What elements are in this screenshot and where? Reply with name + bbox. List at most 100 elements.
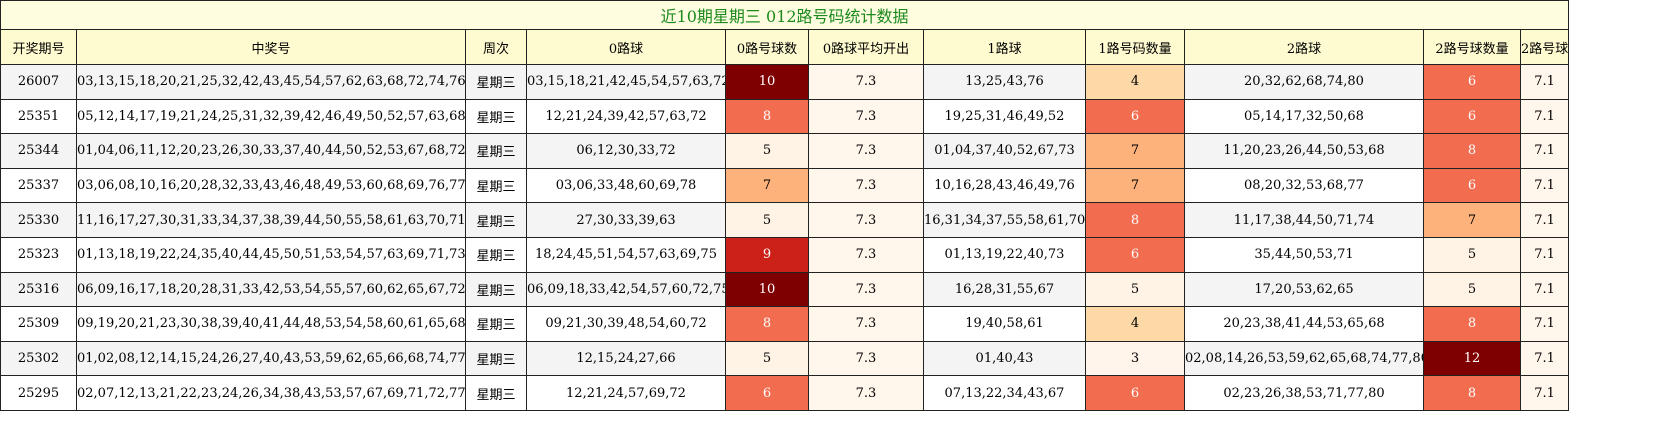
issue-cell: 25302 xyxy=(0,340,77,377)
column-header: 周次 xyxy=(465,29,527,65)
route0-avg-cell: 7.3 xyxy=(808,306,924,342)
route2-avg-cell: 7.1 xyxy=(1519,271,1570,308)
route0-count-cell: 6 xyxy=(725,375,809,411)
route0-cell: 12,21,24,57,69,72 xyxy=(526,375,726,411)
route1-cell: 19,25,31,46,49,52 xyxy=(923,98,1086,135)
route2-count-cell: 6 xyxy=(1423,64,1521,100)
numbers-cell: 03,06,08,10,16,20,28,32,33,43,46,48,49,5… xyxy=(76,167,466,204)
route2-cell: 11,17,38,44,50,71,74 xyxy=(1184,202,1424,238)
route0-count-cell: 5 xyxy=(725,340,809,377)
route1-count-cell: 4 xyxy=(1085,306,1185,342)
route1-count-cell: 8 xyxy=(1085,202,1185,238)
numbers-cell: 01,13,18,19,22,24,35,40,44,45,50,51,53,5… xyxy=(76,236,466,273)
column-header: 2路球 xyxy=(1184,29,1424,65)
route2-avg-cell: 7.1 xyxy=(1519,133,1570,169)
table-row: 26007 03,13,15,18,20,21,25,32,42,43,45,54… xyxy=(0,64,1570,100)
route1-cell: 10,16,28,43,46,49,76 xyxy=(923,167,1086,204)
route2-cell: 17,20,53,62,65 xyxy=(1184,271,1424,308)
route2-avg-cell: 7.1 xyxy=(1519,306,1570,342)
column-header: 0路球 xyxy=(526,29,726,65)
route1-count-cell: 3 xyxy=(1085,340,1185,377)
route1-count-cell: 5 xyxy=(1085,271,1185,308)
weekday-cell: 星期三 xyxy=(465,340,527,377)
numbers-cell: 06,09,16,17,18,20,28,31,33,42,53,54,55,5… xyxy=(76,271,466,308)
route1-cell: 01,40,43 xyxy=(923,340,1086,377)
table-row: 25316 06,09,16,17,18,20,28,31,33,42,53,54… xyxy=(0,271,1570,308)
route0-cell: 09,21,30,39,48,54,60,72 xyxy=(526,306,726,342)
weekday-cell: 星期三 xyxy=(465,202,527,238)
weekday-cell: 星期三 xyxy=(465,271,527,308)
route2-cell: 20,23,38,41,44,53,65,68 xyxy=(1184,306,1424,342)
route1-count-cell: 7 xyxy=(1085,167,1185,204)
issue-cell: 26007 xyxy=(0,64,77,100)
route2-avg-cell: 7.1 xyxy=(1519,340,1570,377)
route2-cell: 02,08,14,26,53,59,62,65,68,74,77,80 xyxy=(1184,340,1424,377)
column-header: 2路号球数量 xyxy=(1423,29,1521,65)
route0-avg-cell: 7.3 xyxy=(808,98,924,135)
weekday-cell: 星期三 xyxy=(465,133,527,169)
issue-cell: 25351 xyxy=(0,98,77,135)
weekday-cell: 星期三 xyxy=(465,167,527,204)
numbers-cell: 11,16,17,27,30,31,33,34,37,38,39,44,50,5… xyxy=(76,202,466,238)
route0-count-cell: 7 xyxy=(725,167,809,204)
route0-cell: 03,06,33,48,60,69,78 xyxy=(526,167,726,204)
route2-cell: 11,20,23,26,44,50,53,68 xyxy=(1184,133,1424,169)
route2-avg-cell: 7.1 xyxy=(1519,167,1570,204)
column-header: 中奖号 xyxy=(76,29,466,65)
route2-cell: 02,23,26,38,53,71,77,80 xyxy=(1184,375,1424,411)
route2-avg-cell: 7.1 xyxy=(1519,236,1570,273)
column-header: 1路球 xyxy=(923,29,1086,65)
route0-cell: 12,15,24,27,66 xyxy=(526,340,726,377)
numbers-cell: 02,07,12,13,21,22,23,24,26,34,38,43,53,5… xyxy=(76,375,466,411)
column-header: 开奖期号 xyxy=(0,29,77,65)
route2-count-cell: 8 xyxy=(1423,133,1521,169)
route0-avg-cell: 7.3 xyxy=(808,375,924,411)
route2-count-cell: 5 xyxy=(1423,236,1521,273)
table-row: 25295 02,07,12,13,21,22,23,24,26,34,38,43… xyxy=(0,375,1570,411)
route0-count-cell: 8 xyxy=(725,306,809,342)
route0-cell: 12,21,24,39,42,57,63,72 xyxy=(526,98,726,135)
route0-count-cell: 10 xyxy=(725,271,809,308)
table-row: 25351 05,12,14,17,19,21,24,25,31,32,39,42… xyxy=(0,98,1570,135)
issue-cell: 25316 xyxy=(0,271,77,308)
route2-count-cell: 7 xyxy=(1423,202,1521,238)
table-row: 25302 01,02,08,12,14,15,24,26,27,40,43,53… xyxy=(0,340,1570,377)
route0-avg-cell: 7.3 xyxy=(808,167,924,204)
route0-avg-cell: 7.3 xyxy=(808,202,924,238)
issue-cell: 25337 xyxy=(0,167,77,204)
issue-cell: 25344 xyxy=(0,133,77,169)
column-header: 1路号码数量 xyxy=(1085,29,1185,65)
route1-count-cell: 6 xyxy=(1085,236,1185,273)
route2-count-cell: 6 xyxy=(1423,98,1521,135)
weekday-cell: 星期三 xyxy=(465,64,527,100)
route2-cell: 20,32,62,68,74,80 xyxy=(1184,64,1424,100)
route1-count-cell: 6 xyxy=(1085,98,1185,135)
route2-count-cell: 5 xyxy=(1423,271,1521,308)
weekday-cell: 星期三 xyxy=(465,236,527,273)
column-header: 2路号球平均开出个数 xyxy=(1519,29,1570,65)
route2-avg-cell: 7.1 xyxy=(1519,375,1570,411)
route0-cell: 06,12,30,33,72 xyxy=(526,133,726,169)
weekday-cell: 星期三 xyxy=(465,306,527,342)
route1-cell: 01,13,19,22,40,73 xyxy=(923,236,1086,273)
route0-count-cell: 5 xyxy=(725,202,809,238)
column-header: 0路号球数 xyxy=(725,29,809,65)
route1-count-cell: 7 xyxy=(1085,133,1185,169)
route1-count-cell: 4 xyxy=(1085,64,1185,100)
numbers-cell: 05,12,14,17,19,21,24,25,31,32,39,42,46,4… xyxy=(76,98,466,135)
stats-table: 近10期星期三 012路号码统计数据 开奖期号 中奖号 周次 0路球 0路号球数 0路球平… xyxy=(0,0,1570,411)
table-row: 25309 09,19,20,21,23,30,38,39,40,41,44,48… xyxy=(0,306,1570,342)
column-header: 0路球平均开出 xyxy=(808,29,924,65)
issue-cell: 25330 xyxy=(0,202,77,238)
route2-cell: 05,14,17,32,50,68 xyxy=(1184,98,1424,135)
route0-count-cell: 8 xyxy=(725,98,809,135)
issue-cell: 25295 xyxy=(0,375,77,411)
route2-count-cell: 12 xyxy=(1423,340,1521,377)
route2-cell: 35,44,50,53,71 xyxy=(1184,236,1424,273)
numbers-cell: 01,04,06,11,12,20,23,26,30,33,37,40,44,5… xyxy=(76,133,466,169)
route2-count-cell: 8 xyxy=(1423,375,1521,411)
route0-cell: 18,24,45,51,54,57,63,69,75 xyxy=(526,236,726,273)
route2-cell: 08,20,32,53,68,77 xyxy=(1184,167,1424,204)
route1-cell: 16,31,34,37,55,58,61,70 xyxy=(923,202,1086,238)
issue-cell: 25323 xyxy=(0,236,77,273)
